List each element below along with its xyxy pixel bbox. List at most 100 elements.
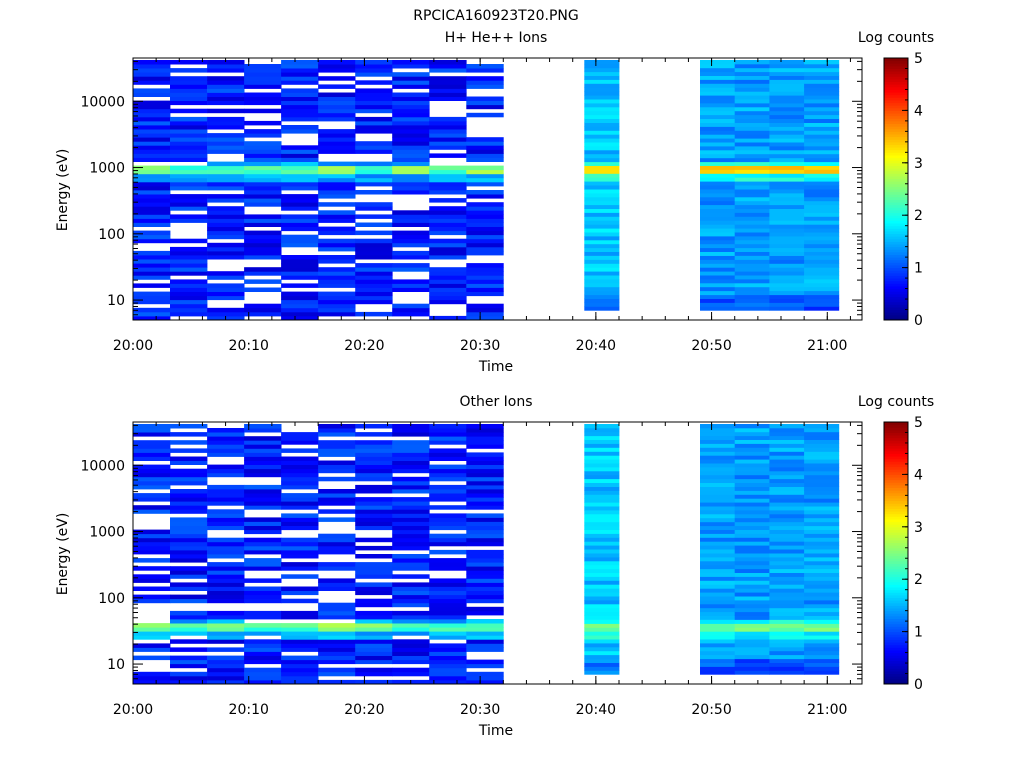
heatmap-cell (769, 110, 805, 116)
colorbar-step (884, 516, 908, 520)
heatmap-cell (355, 671, 393, 677)
heatmap-cell (466, 493, 504, 498)
heatmap-cell (133, 307, 171, 313)
heatmap-cell (281, 562, 319, 567)
heatmap-cell (804, 91, 840, 96)
heatmap-cell (392, 149, 430, 154)
heatmap-cell (207, 137, 245, 142)
heatmap-cell (133, 440, 171, 445)
heatmap-cell (700, 467, 736, 472)
heatmap-cell (804, 670, 840, 675)
heatmap-cell (804, 146, 840, 151)
heatmap-cell (207, 84, 245, 89)
heatmap-cell (318, 643, 356, 648)
heatmap-cell (133, 594, 171, 600)
heatmap-cell (281, 177, 319, 183)
colorbar-step (884, 209, 908, 214)
axes: 20:00 20:10 20:20 20:30 20:40 20:50 21:0010100… (80, 421, 863, 718)
heatmap-cell (584, 149, 620, 155)
heatmap-cell (429, 566, 467, 571)
heatmap-cell (734, 643, 770, 648)
heatmap-cell (318, 169, 356, 175)
heatmap-cell (700, 451, 736, 456)
colorbar-tick-label: 5 (914, 51, 923, 67)
heatmap-cell (700, 275, 736, 280)
heatmap-cell (355, 460, 393, 465)
heatmap-cell (700, 114, 736, 119)
heatmap-cell (734, 513, 770, 519)
heatmap-cell (133, 214, 171, 219)
heatmap-cell (804, 592, 840, 597)
heatmap-cell (734, 490, 770, 495)
colorbar-step (884, 492, 908, 496)
heatmap-cell (769, 216, 805, 221)
heatmap-cell (700, 302, 736, 307)
heatmap-cell (466, 153, 504, 158)
heatmap-cell (804, 290, 840, 296)
heatmap-cell (318, 133, 356, 138)
heatmap-cell (734, 639, 770, 644)
heatmap-cell (804, 529, 840, 534)
heatmap-cell (207, 448, 245, 453)
heatmap-cell (318, 137, 356, 142)
heatmap-cell (355, 424, 393, 429)
heatmap-cell (207, 525, 245, 531)
heatmap-cell (429, 525, 467, 531)
heatmap-cell (584, 584, 620, 589)
heatmap-cell (244, 311, 282, 317)
colorbar-step (884, 236, 908, 240)
colorbar-step (884, 215, 908, 219)
heatmap-cell (133, 137, 171, 142)
heatmap-cell (133, 476, 171, 482)
heatmap-cell (170, 558, 208, 563)
heatmap-cell (700, 83, 736, 88)
heatmap-cell (466, 647, 504, 652)
heatmap-cell (466, 250, 504, 256)
heatmap-cell (769, 161, 805, 166)
heatmap-cell (769, 533, 805, 538)
heatmap-cell (769, 189, 805, 194)
colorbar-step (884, 566, 908, 570)
heatmap-cell (466, 428, 504, 433)
heatmap-cell (804, 286, 840, 292)
heatmap-cell (281, 80, 319, 85)
heatmap-cell (700, 251, 736, 256)
heatmap-cell (355, 250, 393, 256)
heatmap-cell (584, 553, 620, 558)
heatmap-cell (355, 614, 393, 620)
heatmap-cell (133, 271, 171, 276)
heatmap-cell (207, 436, 245, 441)
heatmap-cell (170, 468, 208, 474)
colorbar-step (884, 230, 908, 235)
heatmap-cell (804, 568, 840, 573)
heatmap-cell (281, 311, 319, 317)
heatmap-cell (584, 165, 620, 170)
heatmap-cell (466, 424, 504, 429)
heatmap-cell (804, 607, 840, 613)
heatmap-cell (133, 218, 171, 223)
heatmap-cell (207, 497, 245, 502)
heatmap-cell (318, 226, 356, 232)
heatmap-cell (700, 255, 736, 260)
heatmap-cell (466, 671, 504, 677)
heatmap-cell (429, 226, 467, 232)
heatmap-cell (244, 145, 282, 150)
heatmap-cell (769, 658, 805, 663)
heatmap-cell (355, 96, 393, 101)
heatmap-cell (734, 517, 770, 523)
heatmap-cell (355, 173, 393, 179)
x-tick-label: 20:20 (344, 702, 384, 718)
heatmap-cell (207, 64, 245, 69)
heatmap-cell (355, 120, 393, 126)
heatmap-cell (207, 627, 245, 632)
heatmap-cell (734, 600, 770, 605)
heatmap-cell (318, 112, 356, 118)
heatmap-cell (170, 165, 208, 171)
heatmap-cell (804, 99, 840, 104)
heatmap-cell (769, 298, 805, 303)
heatmap-cell (734, 615, 770, 620)
heatmap-cell (355, 667, 393, 673)
heatmap-cell (584, 482, 620, 487)
heatmap-cell (355, 299, 393, 305)
heatmap-cell (281, 145, 319, 150)
